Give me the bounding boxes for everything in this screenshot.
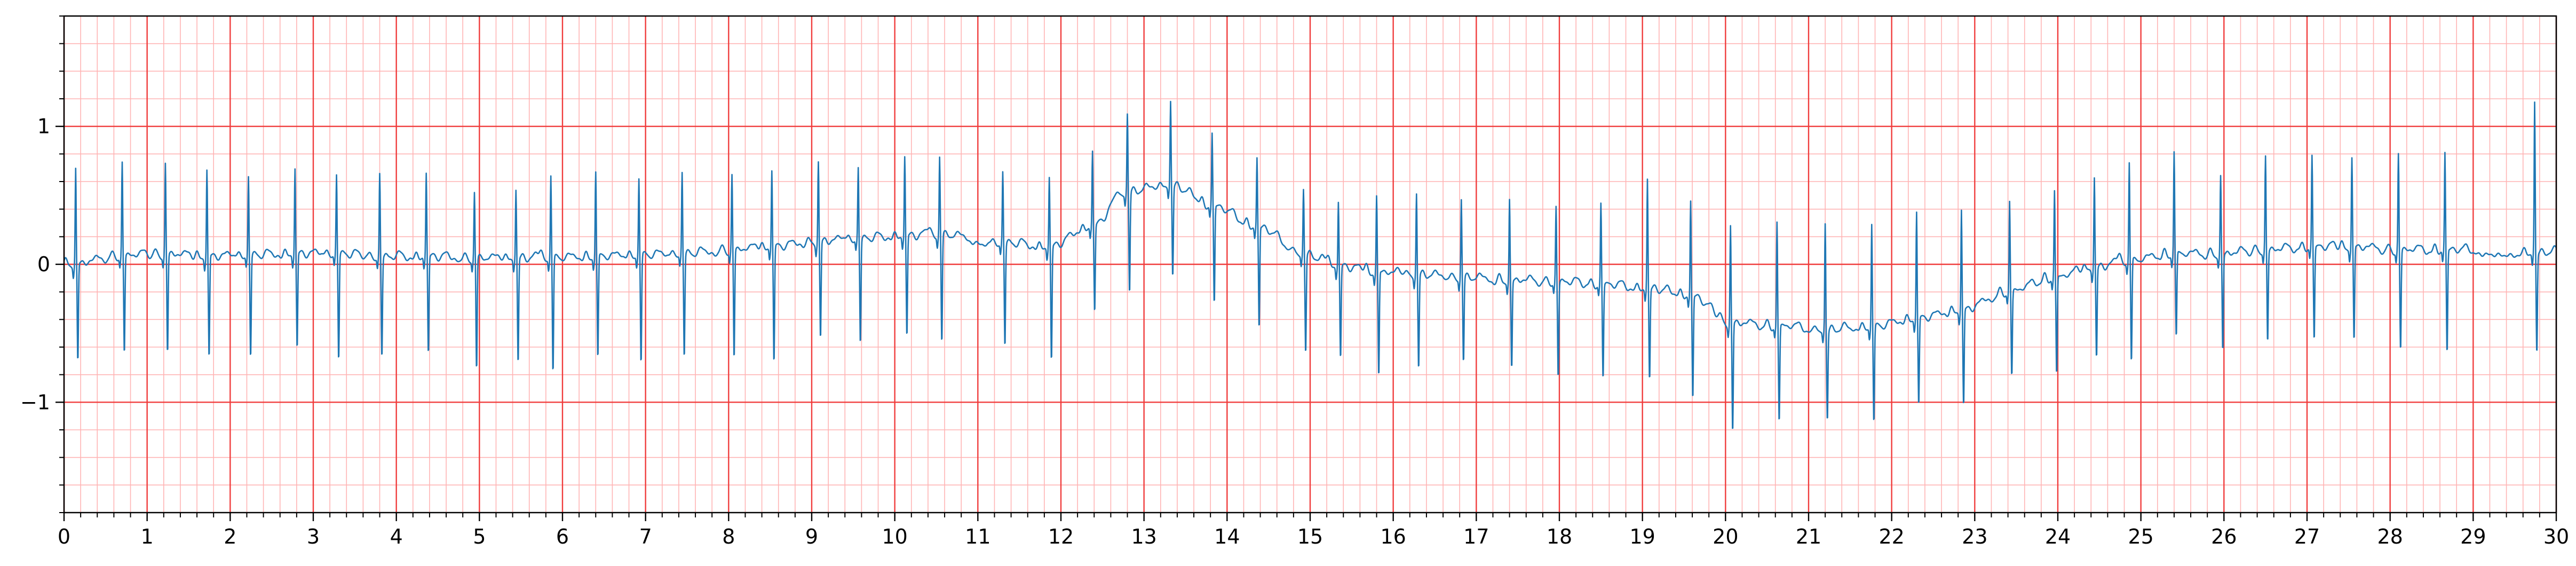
x-axis: 0 1 2 3 4 5 6 7 8 9 10 11 12 13 14 15 16 17 18 19 20 21 22 23 24… xyxy=(58,513,2569,548)
y-tick-label: 1 xyxy=(37,115,50,138)
x-tick-label: 0 xyxy=(58,525,70,548)
x-tick-label: 24 xyxy=(2045,525,2071,548)
y-axis: −1 0 1 xyxy=(20,15,64,513)
y-tick-label: −1 xyxy=(20,390,50,414)
x-tick-label: 2 xyxy=(224,525,236,548)
x-tick-label: 12 xyxy=(1048,525,1074,548)
x-tick-label: 11 xyxy=(965,525,990,548)
x-tick-label: 9 xyxy=(805,525,818,548)
x-tick-label: 13 xyxy=(1131,525,1156,548)
x-tick-label: 20 xyxy=(1713,525,1738,548)
x-tick-label: 28 xyxy=(2377,525,2403,548)
ecg-trace-line xyxy=(63,100,2557,429)
x-tick-label: 10 xyxy=(882,525,907,548)
x-tick-label: 19 xyxy=(1629,525,1655,548)
x-tick-label: 18 xyxy=(1547,525,1572,548)
x-tick-label: 1 xyxy=(141,525,154,548)
x-tick-label: 27 xyxy=(2294,525,2320,548)
x-tick-label: 30 xyxy=(2543,525,2569,548)
x-tick-label: 26 xyxy=(2211,525,2237,548)
y-tick-label: 0 xyxy=(37,253,50,276)
x-tick-label: 14 xyxy=(1214,525,1240,548)
x-tick-label: 7 xyxy=(639,525,652,548)
x-tick-label: 22 xyxy=(1879,525,1904,548)
x-tick-label: 17 xyxy=(1463,525,1489,548)
x-tick-label: 25 xyxy=(2128,525,2153,548)
x-tick-label: 8 xyxy=(722,525,735,548)
x-tick-label: 16 xyxy=(1380,525,1406,548)
x-tick-label: 5 xyxy=(473,525,486,548)
x-tick-label: 15 xyxy=(1297,525,1323,548)
x-tick-label: 21 xyxy=(1796,525,1821,548)
x-tick-label: 23 xyxy=(1962,525,1987,548)
x-tick-label: 4 xyxy=(390,525,403,548)
x-tick-label: 3 xyxy=(307,525,320,548)
x-tick-label: 29 xyxy=(2460,525,2486,548)
trace-layer xyxy=(63,100,2557,429)
x-tick-label: 6 xyxy=(556,525,569,548)
